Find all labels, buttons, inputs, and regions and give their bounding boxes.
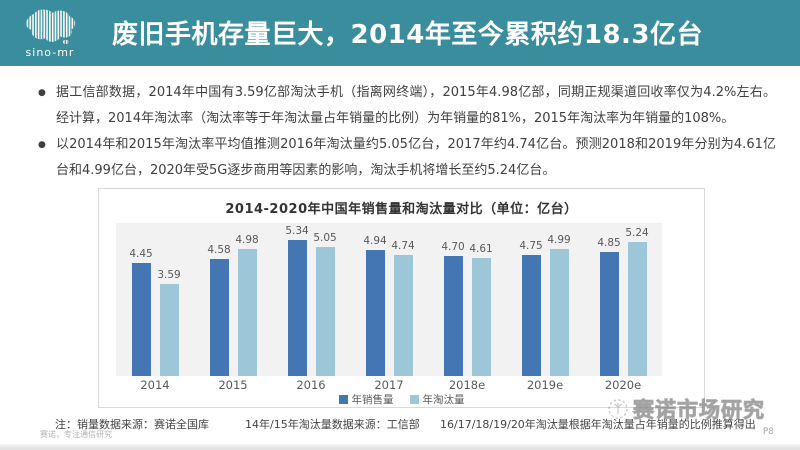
bar-column: 4.61 bbox=[469, 223, 493, 376]
bar-value-label: 3.59 bbox=[157, 269, 181, 281]
chart-legend: 年销售量 年淘汰量 bbox=[99, 392, 704, 407]
bar-eliminated bbox=[627, 242, 647, 376]
legend-item: 年销售量 bbox=[338, 392, 394, 407]
bar-group: 4.94 4.74 bbox=[350, 223, 428, 376]
legend-label: 年淘汰量 bbox=[422, 394, 465, 406]
bar-column: 4.85 bbox=[597, 223, 621, 376]
company-tagline: 赛诺，专注通信研究 bbox=[40, 430, 112, 439]
legend-swatch-icon bbox=[409, 395, 419, 404]
bar-column: 5.34 bbox=[285, 223, 309, 376]
bar-value-label: 4.74 bbox=[391, 240, 415, 252]
x-axis-label: 2016 bbox=[296, 378, 326, 392]
bar-group: 4.58 4.98 bbox=[194, 223, 272, 376]
bar-value-label: 4.85 bbox=[597, 237, 621, 249]
chart-title: 2014-2020年中国年销售量和淘汰量对比（单位：亿台） bbox=[225, 202, 578, 217]
watermark-text: 赛诺市场研究 bbox=[633, 398, 765, 423]
bar-sales bbox=[521, 255, 541, 376]
legend-swatch-icon bbox=[338, 395, 348, 404]
bar-value-label: 4.58 bbox=[207, 244, 231, 256]
bottom-edge-strip bbox=[0, 444, 800, 450]
x-axis-label: 2020e bbox=[604, 378, 642, 392]
bar-column: 4.98 bbox=[235, 223, 259, 376]
bullet-marker-icon: ● bbox=[38, 140, 46, 150]
bar-group: 4.45 3.59 bbox=[116, 223, 194, 376]
bar-value-label: 4.75 bbox=[519, 240, 543, 252]
watermark: 赛诺市场研究 bbox=[606, 394, 765, 424]
bar-eliminated bbox=[315, 247, 335, 376]
bar-column: 4.58 bbox=[207, 223, 231, 376]
bullet-marker-icon: ● bbox=[38, 88, 46, 98]
bar-column: 4.75 bbox=[519, 223, 543, 376]
source-note: 14年/15年淘汰量数据来源：工信部 bbox=[245, 418, 420, 431]
bar-group: 4.75 4.99 bbox=[506, 223, 584, 376]
bar-eliminated bbox=[237, 249, 257, 376]
bar-value-label: 5.05 bbox=[313, 232, 337, 244]
bar-column: 4.99 bbox=[547, 223, 571, 376]
bar-value-label: 5.34 bbox=[285, 225, 309, 237]
bullet-item: ● 以2014年和2015年淘汰率平均值推测2016年淘汰量约5.05亿台，20… bbox=[38, 132, 776, 184]
bullet-list: ● 据工信部数据，2014年中国有3.59亿部淘汰手机（指离网终端），2015年… bbox=[38, 80, 776, 184]
bar-group: 4.85 5.24 bbox=[584, 223, 662, 376]
bar-sales bbox=[599, 252, 619, 376]
page-number: P8 bbox=[762, 427, 774, 437]
bar-group: 5.34 5.05 bbox=[272, 223, 350, 376]
bar-eliminated bbox=[159, 284, 179, 376]
bar-sales bbox=[443, 256, 463, 376]
bullet-text: 据工信部数据，2014年中国有3.59亿部淘汰手机（指离网终端），2015年4.… bbox=[56, 85, 776, 126]
x-axis-label: 2017 bbox=[374, 378, 404, 392]
header-bar: sino-mr 废旧手机存量巨大，2014年至今累积约18.3亿台 bbox=[0, 0, 800, 66]
source-note: 注：销量数据来源：赛诺全国库 bbox=[55, 418, 209, 431]
bar-column: 4.45 bbox=[129, 223, 153, 376]
bar-value-label: 4.61 bbox=[469, 243, 493, 255]
x-axis-label: 2019e bbox=[526, 378, 564, 392]
china-map-icon bbox=[26, 9, 76, 44]
dandelion-logo-icon bbox=[608, 399, 628, 419]
logo-wordmark: sino-mr bbox=[25, 46, 75, 59]
page-title: 废旧手机存量巨大，2014年至今累积约18.3亿台 bbox=[112, 20, 704, 50]
bar-value-label: 4.70 bbox=[441, 241, 465, 253]
legend-label: 年销售量 bbox=[351, 394, 394, 406]
bar-column: 5.05 bbox=[313, 223, 337, 376]
x-axis-label: 2014 bbox=[140, 378, 170, 392]
bar-column: 4.70 bbox=[441, 223, 465, 376]
bar-value-label: 4.98 bbox=[235, 234, 259, 246]
bar-value-label: 4.99 bbox=[547, 234, 571, 246]
plot-area: 4.45 3.59 4.58 4.98 5.34 5.05 4.94 4.74 4.70 4.61… bbox=[116, 223, 662, 376]
bar-chart: 2014-2020年中国年销售量和淘汰量对比（单位：亿台） 4.45 3.59 4.… bbox=[98, 188, 705, 408]
bar-column: 4.94 bbox=[363, 223, 387, 376]
sino-mr-logo: sino-mr bbox=[14, 7, 86, 59]
bar-column: 4.74 bbox=[391, 223, 415, 376]
bar-eliminated bbox=[393, 255, 413, 376]
bar-eliminated bbox=[549, 249, 569, 376]
bar-group: 4.70 4.61 bbox=[428, 223, 506, 376]
bar-column: 3.59 bbox=[157, 223, 181, 376]
bar-sales bbox=[365, 250, 385, 376]
bar-sales bbox=[287, 240, 307, 376]
bar-value-label: 4.45 bbox=[129, 248, 153, 260]
bar-value-label: 5.24 bbox=[625, 227, 649, 239]
bar-column: 5.24 bbox=[625, 223, 649, 376]
bar-sales bbox=[131, 263, 151, 376]
bullet-item: ● 据工信部数据，2014年中国有3.59亿部淘汰手机（指离网终端），2015年… bbox=[38, 80, 776, 132]
bar-eliminated bbox=[471, 258, 491, 376]
bar-sales bbox=[209, 259, 229, 376]
x-axis-label: 2018e bbox=[448, 378, 486, 392]
legend-item: 年淘汰量 bbox=[409, 392, 465, 407]
x-axis-label: 2015 bbox=[218, 378, 248, 392]
bullet-text: 以2014年和2015年淘汰率平均值推测2016年淘汰量约5.05亿台，2017… bbox=[56, 137, 776, 178]
source-note: 16/17/18/19/20年淘汰量根据年淘汰量占年销量的比例推算得出 bbox=[440, 418, 756, 431]
bar-value-label: 4.94 bbox=[363, 235, 387, 247]
x-axis-labels: 2014 2015 2016 2017 2018e 2019e 2020e bbox=[116, 378, 662, 392]
